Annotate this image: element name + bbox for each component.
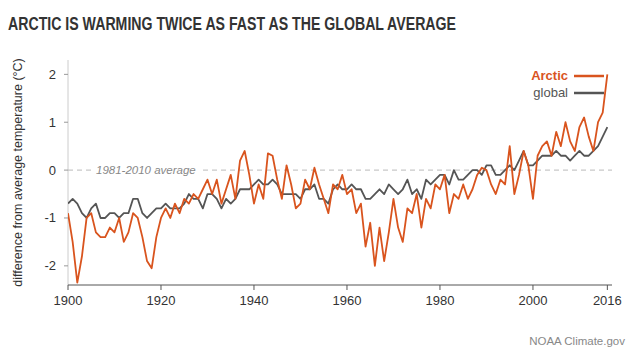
y-tick [64, 265, 68, 266]
y-tick [64, 122, 68, 123]
y-tick-label: 0 [49, 163, 56, 178]
legend-label: Arctic [531, 68, 568, 83]
x-tick-label: 1920 [147, 293, 176, 308]
y-tick-label: 1 [49, 115, 56, 130]
title: ARCTIC IS WARMING TWICE AS FAST AS THE G… [8, 13, 456, 34]
y-tick [64, 74, 68, 75]
y-tick [64, 170, 68, 171]
y-tick [64, 217, 68, 218]
x-tick [68, 285, 69, 290]
x-tick [532, 285, 533, 290]
x-tick-label: 2000 [518, 293, 547, 308]
y-tick-label: -1 [44, 210, 56, 225]
source: NOAA Climate.gov [529, 335, 625, 347]
y-axis-label: difference from average temperature (°C) [11, 58, 25, 286]
x-tick-label: 1940 [240, 293, 269, 308]
chart: ARCTIC IS WARMING TWICE AS FAST AS THE G… [0, 0, 635, 357]
x-tick [439, 285, 440, 290]
legend-swatch [574, 75, 604, 78]
legend-label: global [533, 85, 568, 100]
plot-area [68, 74, 607, 282]
series-line [68, 127, 607, 218]
y-tick-label: 2 [49, 67, 56, 82]
reference-label-bg [92, 164, 200, 176]
y-tick-label: -2 [44, 258, 56, 273]
x-axis-line [68, 285, 612, 286]
x-tick [607, 285, 608, 290]
reference-label: 1981-2010 average [96, 164, 196, 176]
x-tick [346, 285, 347, 290]
series-line [68, 74, 607, 282]
x-tick [160, 285, 161, 290]
x-tick-label: 1900 [54, 293, 83, 308]
legend-swatch [574, 92, 604, 95]
x-tick [253, 285, 254, 290]
x-tick-label: 2016 [593, 293, 622, 308]
x-tick-label: 1960 [333, 293, 362, 308]
y-axis-line [68, 60, 69, 285]
x-tick-label: 1980 [426, 293, 455, 308]
